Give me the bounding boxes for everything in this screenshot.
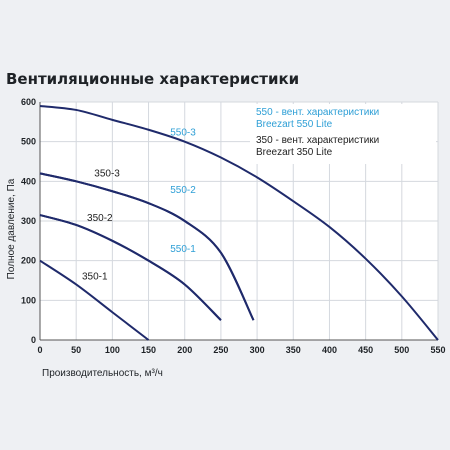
series-line-350-3 <box>39 172 255 321</box>
x-tick-label: 350 <box>286 345 301 355</box>
x-tick-label: 300 <box>250 345 265 355</box>
series-line-350-1 <box>39 259 150 341</box>
x-axis-label: Производительность, м³/ч <box>42 368 163 379</box>
series-label-550-2: 550-2 <box>170 185 196 196</box>
legend-entry-line1: 550 - вент. характеристики <box>256 107 379 118</box>
x-tick-label: 400 <box>322 345 337 355</box>
x-tick-label: 500 <box>394 345 409 355</box>
x-tick-label: 250 <box>213 345 228 355</box>
x-tick-label: 450 <box>358 345 373 355</box>
y-tick-label: 200 <box>21 256 36 266</box>
y-tick-label: 100 <box>21 295 36 305</box>
series-label-350-3: 350-3 <box>94 169 120 180</box>
series-label-350-2: 350-2 <box>87 213 113 224</box>
legend-entry-line1: 350 - вент. характеристики <box>256 135 379 146</box>
y-axis-label: Полное давление, Па <box>6 178 17 279</box>
series-line-550-3 <box>39 104 439 341</box>
y-tick-label: 600 <box>21 97 36 107</box>
y-tick-label: 300 <box>21 216 36 226</box>
x-tick-label: 0 <box>37 345 42 355</box>
x-tick-label: 200 <box>177 345 192 355</box>
y-tick-label: 400 <box>21 176 36 186</box>
x-tick-label: 100 <box>105 345 120 355</box>
x-tick-label: 150 <box>141 345 156 355</box>
series-line-350-2 <box>39 214 222 321</box>
legend-box <box>250 104 436 164</box>
series-label-550-1: 550-1 <box>170 244 196 255</box>
legend-entry-line2: Breezart 350 Lite <box>256 147 333 158</box>
series-label-350-1: 350-1 <box>82 271 108 282</box>
chart-title: Вентиляционные характеристики <box>6 70 300 88</box>
series-label-550-3: 550-3 <box>170 128 196 139</box>
y-tick-label: 0 <box>31 335 36 345</box>
y-tick-label: 500 <box>21 137 36 147</box>
x-tick-label: 50 <box>71 345 81 355</box>
x-tick-label: 550 <box>430 345 445 355</box>
legend-entry-line2: Breezart 550 Lite <box>256 119 333 130</box>
